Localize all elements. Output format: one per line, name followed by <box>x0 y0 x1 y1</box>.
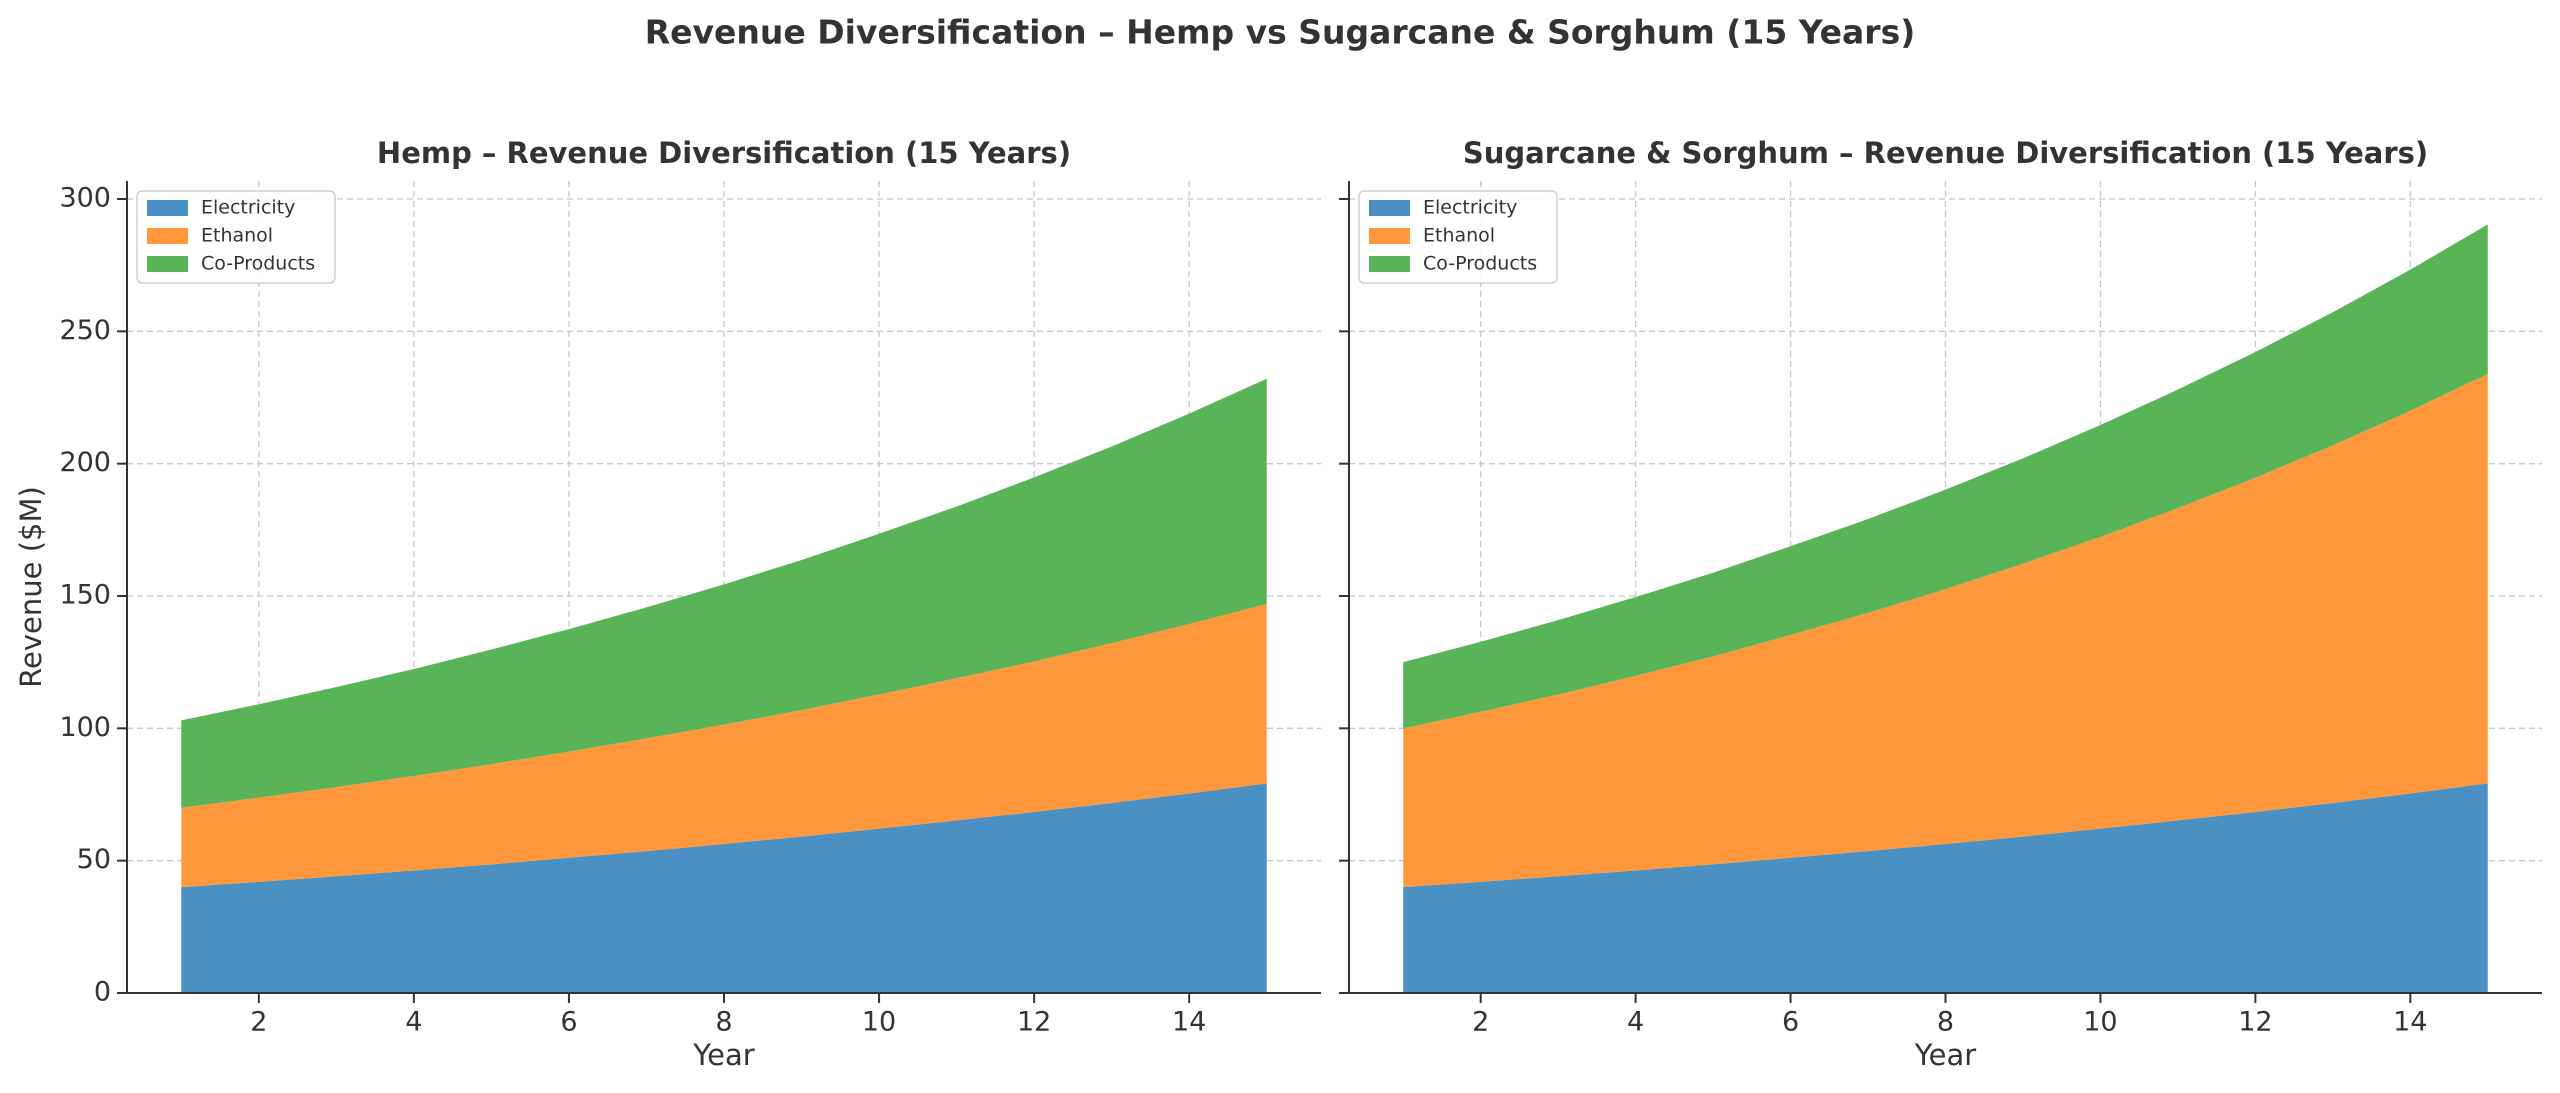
legend: Electricity Ethanol Co-Products <box>1358 190 1558 284</box>
legend-label: Ethanol <box>201 225 273 247</box>
x-tick-label: 2 <box>1472 1007 1489 1038</box>
figure-title: Revenue Diversification – Hemp vs Sugarc… <box>645 13 1916 52</box>
x-tick-label: 8 <box>1937 1007 1954 1038</box>
area <box>1403 373 2488 888</box>
x-tick-label: 8 <box>715 1007 732 1038</box>
legend-label: Ethanol <box>1423 225 1495 247</box>
x-tick-label: 6 <box>1782 1007 1799 1038</box>
subplot-title: Sugarcane & Sorghum – Revenue Diversific… <box>1463 136 2428 170</box>
x-tick-label: 4 <box>405 1007 422 1038</box>
y-tick-label: 50 <box>77 844 111 875</box>
area <box>1403 783 2488 993</box>
legend-swatch <box>147 256 188 272</box>
x-axis-label: Year <box>692 1038 754 1072</box>
legend-swatch <box>1369 256 1410 272</box>
x-tick-label: 12 <box>2238 1007 2272 1038</box>
y-tick-label: 100 <box>59 712 111 743</box>
subplot: 2 4 6 8 10 12 14 Sugarcane & Sorghum – Revenue … <box>1339 136 2542 1072</box>
legend-swatch <box>147 228 188 244</box>
legend-label: Electricity <box>1423 197 1517 219</box>
y-tick-label: 0 <box>94 977 111 1008</box>
legend-swatch <box>147 200 188 216</box>
y-tick-label: 200 <box>59 447 111 478</box>
x-tick-label: 4 <box>1627 1007 1644 1038</box>
y-tick-label: 250 <box>59 315 111 346</box>
legend-swatch <box>1369 228 1410 244</box>
y-tick-label: 300 <box>59 182 111 213</box>
x-tick-label: 14 <box>1172 1007 1206 1038</box>
x-axis-label: Year <box>1914 1038 1976 1072</box>
x-tick-label: 2 <box>250 1007 267 1038</box>
legend-label: Electricity <box>201 197 295 219</box>
x-tick-label: 12 <box>1017 1007 1051 1038</box>
area <box>181 783 1267 993</box>
area <box>181 603 1267 888</box>
legend-label: Co-Products <box>201 253 315 275</box>
x-tick-label: 14 <box>2393 1007 2427 1038</box>
x-tick-label: 10 <box>862 1007 896 1038</box>
x-tick-label: 10 <box>2083 1007 2117 1038</box>
area <box>181 378 1267 808</box>
legend-label: Co-Products <box>1423 253 1537 275</box>
area <box>1403 224 2488 729</box>
subplot: 0 50 100 150 200 250 300 2 4 6 8 10 12 14 Hemp – Reven… <box>14 136 1321 1072</box>
x-tick-label: 6 <box>560 1007 577 1038</box>
y-tick-label: 150 <box>59 579 111 610</box>
subplot-title: Hemp – Revenue Diversification (15 Years… <box>377 136 1071 170</box>
legend: Electricity Ethanol Co-Products <box>136 190 336 284</box>
y-axis-label: Revenue ($M) <box>14 486 48 688</box>
legend-swatch <box>1369 200 1410 216</box>
